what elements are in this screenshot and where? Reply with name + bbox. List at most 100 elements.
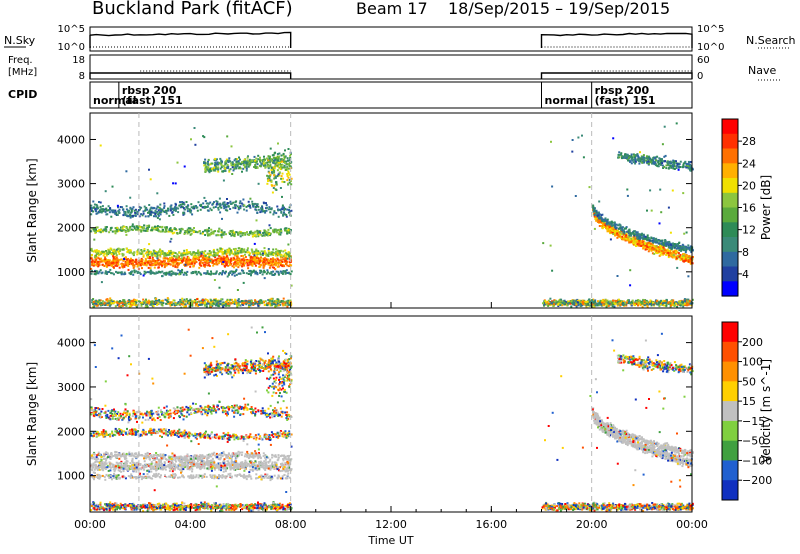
data-cell — [285, 300, 288, 303]
data-cell — [156, 260, 159, 263]
data-cell — [612, 229, 615, 232]
data-cell — [271, 263, 274, 266]
data-cell — [239, 167, 242, 170]
data-cell — [182, 253, 185, 256]
data-cell — [206, 256, 209, 259]
data-cell — [174, 205, 177, 208]
data-cell — [271, 301, 274, 304]
data-cell — [685, 256, 688, 259]
data-cell — [689, 245, 692, 248]
data-cell — [146, 208, 149, 211]
data-cell — [238, 261, 241, 264]
data-cell — [192, 231, 195, 234]
data-cell — [149, 251, 152, 253]
data-cell — [229, 160, 232, 163]
data-cell — [129, 249, 131, 252]
data-cell — [144, 302, 147, 305]
data-cell — [146, 249, 149, 251]
data-cell — [643, 241, 646, 244]
data-cell — [123, 271, 126, 274]
data-cell — [258, 266, 261, 268]
data-cell — [652, 241, 655, 244]
data-cell — [627, 232, 630, 235]
data-cell — [594, 217, 597, 220]
data-cell — [674, 256, 677, 259]
data-cell — [272, 229, 274, 232]
data-cell — [660, 248, 663, 251]
data-cell — [215, 270, 218, 273]
data-cell — [614, 229, 617, 232]
data-cell — [116, 260, 119, 263]
data-cell — [682, 253, 685, 256]
data-cell — [276, 155, 279, 158]
data-cell — [681, 257, 683, 260]
data-cell — [113, 266, 115, 269]
data-cell — [133, 303, 136, 306]
data-cell — [248, 254, 251, 257]
data-cell — [648, 241, 651, 244]
data-cell — [247, 233, 249, 236]
data-cell — [285, 213, 288, 216]
data-cell — [662, 160, 664, 163]
data-cell — [678, 249, 681, 252]
data-cell — [97, 300, 99, 303]
data-cell — [216, 263, 219, 266]
data-cell — [600, 224, 603, 227]
data-cell — [234, 261, 236, 264]
data-cell — [630, 234, 633, 237]
data-cell — [90, 204, 93, 207]
data-cell — [646, 248, 649, 251]
data-cell — [163, 202, 166, 205]
data-cell — [288, 303, 291, 306]
data-cell — [650, 247, 653, 250]
data-cell — [210, 272, 213, 275]
data-cell — [682, 255, 685, 258]
data-cell — [119, 229, 122, 232]
data-cell — [225, 264, 228, 267]
data-cell — [146, 304, 148, 307]
data-cell — [177, 257, 180, 260]
data-cell — [219, 250, 222, 252]
data-cell — [225, 259, 228, 262]
data-cell — [180, 257, 183, 260]
data-cell — [668, 240, 671, 243]
data-cell — [635, 241, 638, 244]
data-cell — [235, 273, 238, 276]
data-cell — [146, 271, 149, 274]
data-cell — [224, 167, 227, 170]
data-cell — [211, 168, 213, 171]
data-cell — [231, 252, 234, 255]
data-cell — [630, 153, 633, 156]
data-cell — [222, 257, 225, 260]
data-cell — [100, 260, 103, 263]
data-cell — [94, 207, 97, 210]
data-cell — [125, 264, 128, 267]
data-cell — [634, 162, 637, 165]
data-cell — [105, 259, 108, 262]
data-cell — [206, 271, 209, 274]
data-cell — [670, 251, 673, 254]
data-cell — [617, 234, 620, 237]
data-cell — [91, 269, 93, 272]
data-cell — [232, 301, 234, 304]
data-cell — [289, 299, 292, 302]
data-cell — [140, 249, 143, 251]
data-cell — [667, 256, 670, 259]
data-cell — [127, 215, 130, 218]
data-cell — [674, 165, 677, 168]
data-cell — [646, 246, 649, 248]
nsky-tick-bottom: 10^0 — [58, 42, 85, 53]
data-cell — [212, 206, 215, 209]
data-cell — [245, 205, 248, 208]
data-cell — [274, 188, 277, 191]
data-cell — [653, 249, 656, 252]
data-cell — [219, 272, 222, 275]
data-cell — [90, 267, 93, 270]
data-cell — [142, 298, 145, 301]
data-cell — [267, 175, 270, 178]
data-cell — [287, 304, 290, 307]
data-cell — [664, 240, 667, 243]
data-cell — [164, 263, 167, 266]
nsearch-tick-bottom: 10^0 — [697, 42, 724, 53]
